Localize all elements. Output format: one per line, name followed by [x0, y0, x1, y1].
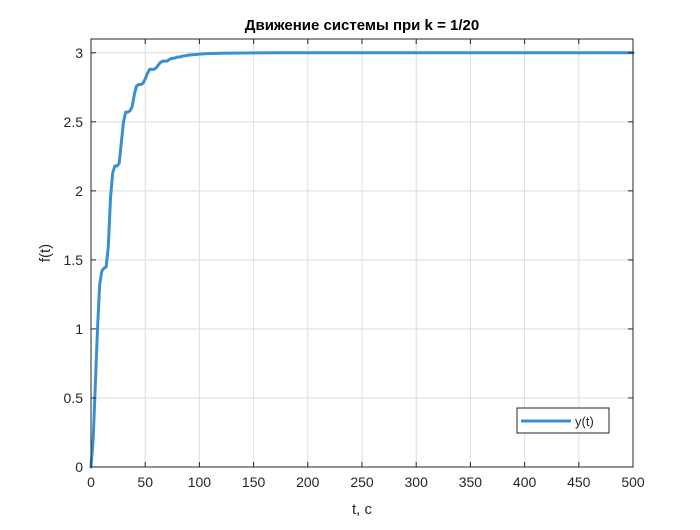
x-tick-label: 500	[621, 474, 645, 490]
y-tick-label: 1.5	[64, 252, 84, 268]
y-tick-label: 2	[75, 183, 83, 199]
x-tick-label: 250	[350, 474, 374, 490]
chart-title: Движение системы при k = 1/20	[245, 17, 479, 34]
x-tick-label: 450	[567, 474, 591, 490]
x-axis-label: t, c	[352, 501, 373, 518]
x-tick-label: 0	[87, 474, 95, 490]
y-tick-label: 3	[75, 45, 83, 61]
x-tick-label: 150	[242, 474, 266, 490]
series-line-0	[89, 51, 635, 469]
x-tick-label: 100	[188, 474, 212, 490]
x-tick-label: 350	[459, 474, 483, 490]
x-tick-label: 400	[513, 474, 537, 490]
x-tick-label: 200	[296, 474, 320, 490]
series-layer	[89, 51, 635, 469]
y-tick-label: 1	[75, 321, 83, 337]
y-tick-label: 2.5	[64, 114, 84, 130]
legend-label-y: y(t)	[575, 414, 594, 429]
legend: y(t)	[516, 407, 610, 434]
y-ticks: 0 0.5 1 1.5 2 2.5 3	[64, 45, 633, 475]
x-tick-label: 300	[405, 474, 429, 490]
x-ticks: 0 50 100 150 200 250 300 350 400 450 500	[87, 39, 645, 490]
y-axis-label: f(t)	[37, 244, 54, 262]
y-tick-label: 0.5	[64, 390, 84, 406]
x-tick-label: 50	[137, 474, 153, 490]
y-tick-label: 0	[75, 459, 83, 475]
